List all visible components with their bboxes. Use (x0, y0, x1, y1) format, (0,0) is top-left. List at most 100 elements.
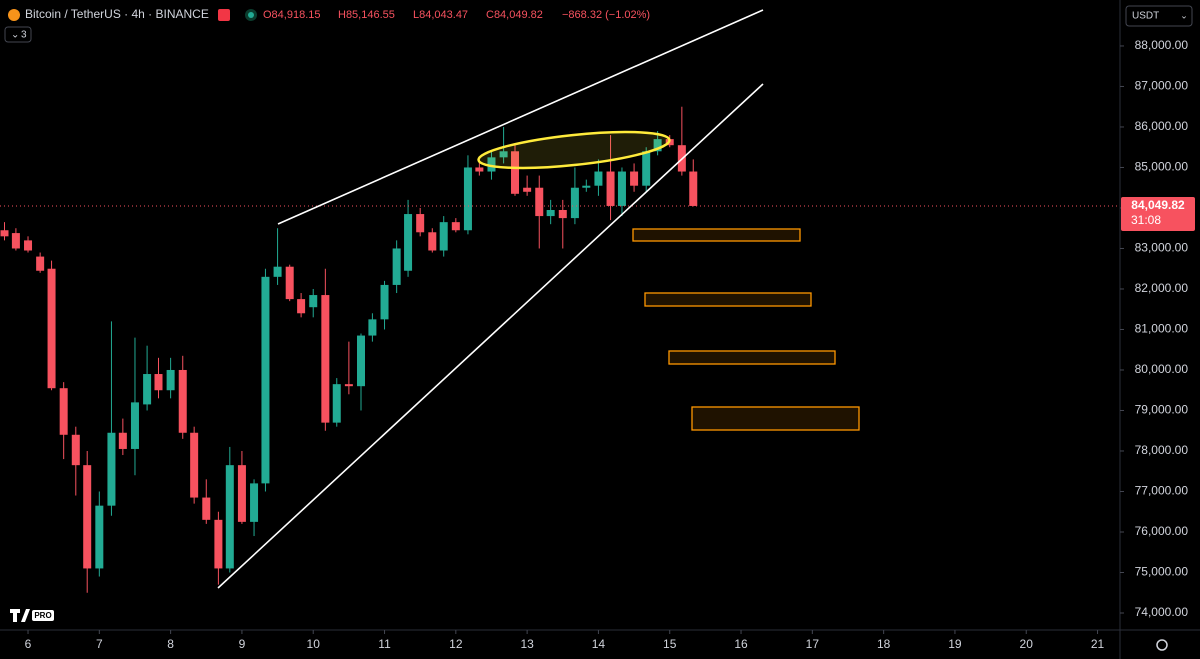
candle-body (130, 402, 139, 449)
ohlc-close: C84,049.82 (486, 9, 543, 21)
y-tick-label: 81,000.00 (1135, 322, 1189, 336)
ohlc-change: −868.32 (−1.02%) (562, 9, 650, 21)
candle-body (523, 187, 532, 192)
y-tick-label: 88,000.00 (1135, 38, 1189, 52)
x-tick-label: 9 (239, 637, 246, 651)
last-price-label: 84,049.82 (1131, 198, 1185, 212)
candle-body (166, 369, 175, 391)
candle-body (71, 434, 80, 466)
y-tick-label: 87,000.00 (1135, 79, 1189, 93)
x-tick-label: 6 (25, 637, 32, 651)
candle-body (332, 384, 341, 423)
ohlc-high: H85,146.55 (338, 9, 395, 21)
candle-body (297, 299, 306, 314)
y-tick-label: 79,000.00 (1135, 403, 1189, 417)
legend: Bitcoin / TetherUS · 4h · BINANCE O84,91… (4, 7, 650, 43)
candle-body (273, 266, 282, 277)
candle-body (606, 171, 615, 206)
last-price-box (1121, 196, 1195, 231)
candle-body (630, 171, 639, 186)
y-tick-label: 85,000.00 (1135, 160, 1189, 174)
candle-body (225, 465, 234, 569)
candle-body (416, 214, 425, 233)
candle-body (475, 167, 484, 172)
candle-body (570, 187, 579, 219)
zone-box (691, 406, 860, 431)
currency-label: USDT (1132, 11, 1159, 22)
candle-body (59, 388, 68, 435)
zone-box (668, 350, 836, 365)
x-tick-label: 20 (1020, 637, 1034, 651)
candle-body (594, 171, 603, 186)
logo-badge (32, 610, 54, 621)
x-tick-label: 7 (96, 637, 103, 651)
x-tick-label: 13 (520, 637, 534, 651)
candle-body (392, 248, 401, 285)
y-tick-label: 74,000.00 (1135, 605, 1189, 619)
candle-body (154, 374, 163, 391)
settings-icon[interactable] (1156, 639, 1168, 651)
y-tick-label: 83,000.00 (1135, 241, 1189, 255)
x-tick-label: 18 (877, 637, 891, 651)
candle-body (202, 497, 211, 520)
candle-body (344, 384, 353, 387)
indicator-count: 3 (21, 30, 27, 41)
indicator-toggle[interactable] (4, 26, 32, 43)
candle-body (642, 151, 651, 186)
candle-body (107, 432, 116, 506)
candles (0, 106, 1120, 593)
y-tick-label: 80,000.00 (1135, 362, 1189, 376)
candle-body (511, 151, 520, 194)
candle-body (451, 222, 460, 231)
candle-body (118, 432, 127, 449)
x-tick-label: 8 (167, 637, 174, 651)
countdown-label: 31:08 (1131, 213, 1161, 227)
candle-body (36, 256, 45, 271)
y-tick-label: 75,000.00 (1135, 565, 1189, 579)
x-tick-label: 10 (307, 637, 321, 651)
x-tick-label: 16 (734, 637, 748, 651)
ohlc-open: O84,918.15 (263, 9, 321, 21)
candle-body (582, 185, 591, 188)
candle-body (214, 519, 223, 569)
candle-body (250, 483, 259, 522)
candle-body (380, 284, 389, 320)
candle-body (11, 233, 20, 249)
candle-body (535, 187, 544, 217)
candle-body (83, 465, 92, 569)
candle-body (617, 171, 626, 206)
currency-button[interactable] (1125, 5, 1193, 27)
candle-body (190, 432, 199, 498)
y-tick-label: 86,000.00 (1135, 119, 1189, 133)
candle-body (463, 167, 472, 231)
candle-body (368, 319, 377, 336)
candle-body (321, 295, 330, 423)
candle-body (428, 232, 437, 251)
candle-body (689, 171, 698, 206)
symbol-logo (8, 9, 20, 21)
indicator-arrow: ⌄ (11, 30, 19, 41)
flag-icon[interactable] (218, 9, 230, 21)
ohlc-low: L84,043.47 (413, 9, 468, 21)
x-tick-label: 19 (948, 637, 962, 651)
y-tick-label: 78,000.00 (1135, 443, 1189, 457)
candle-body (237, 465, 246, 522)
logo-mark (10, 609, 30, 622)
x-tick-label: 17 (806, 637, 820, 651)
lower-trend-line (217, 83, 764, 589)
candle-body (0, 230, 9, 237)
candle-body (143, 374, 152, 405)
candle-body (653, 139, 662, 152)
symbol-title: Bitcoin / TetherUS · 4h · BINANCE (25, 7, 209, 21)
currency-arrow: ⌄ (1180, 10, 1188, 20)
candle-body (546, 210, 555, 217)
y-tick-label: 82,000.00 (1135, 281, 1189, 295)
candle-body (487, 157, 496, 172)
candle-body (285, 266, 294, 300)
candle-body (178, 369, 187, 433)
candle-body (499, 151, 508, 158)
candle-body (95, 505, 104, 569)
y-tick-label: 76,000.00 (1135, 524, 1189, 538)
